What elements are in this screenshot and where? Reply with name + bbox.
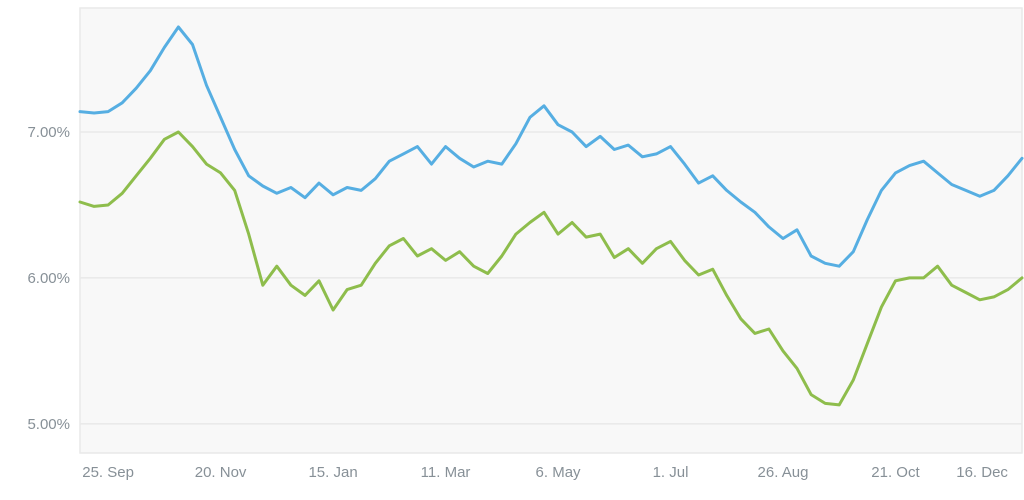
x-axis-label: 20. Nov [195, 464, 247, 481]
y-axis-label: 5.00% [27, 416, 70, 433]
x-axis-label: 11. Mar [421, 464, 471, 481]
x-axis-label: 6. May [536, 464, 582, 481]
x-axis-label: 16. Dec [956, 464, 1008, 481]
y-axis-label: 7.00% [27, 124, 70, 141]
plot-background [80, 8, 1022, 453]
x-axis-label: 1. Jul [653, 464, 689, 481]
x-axis-label: 26. Aug [758, 464, 809, 481]
x-axis-label: 25. Sep [82, 464, 134, 481]
x-axis-label: 21. Oct [871, 464, 920, 481]
line-chart: 5.00% 6.00% 7.00% 25. Sep 20. Nov 15. Jan 11. … [0, 0, 1024, 500]
x-axis-label: 15. Jan [308, 464, 357, 481]
y-axis-label: 6.00% [27, 270, 70, 287]
